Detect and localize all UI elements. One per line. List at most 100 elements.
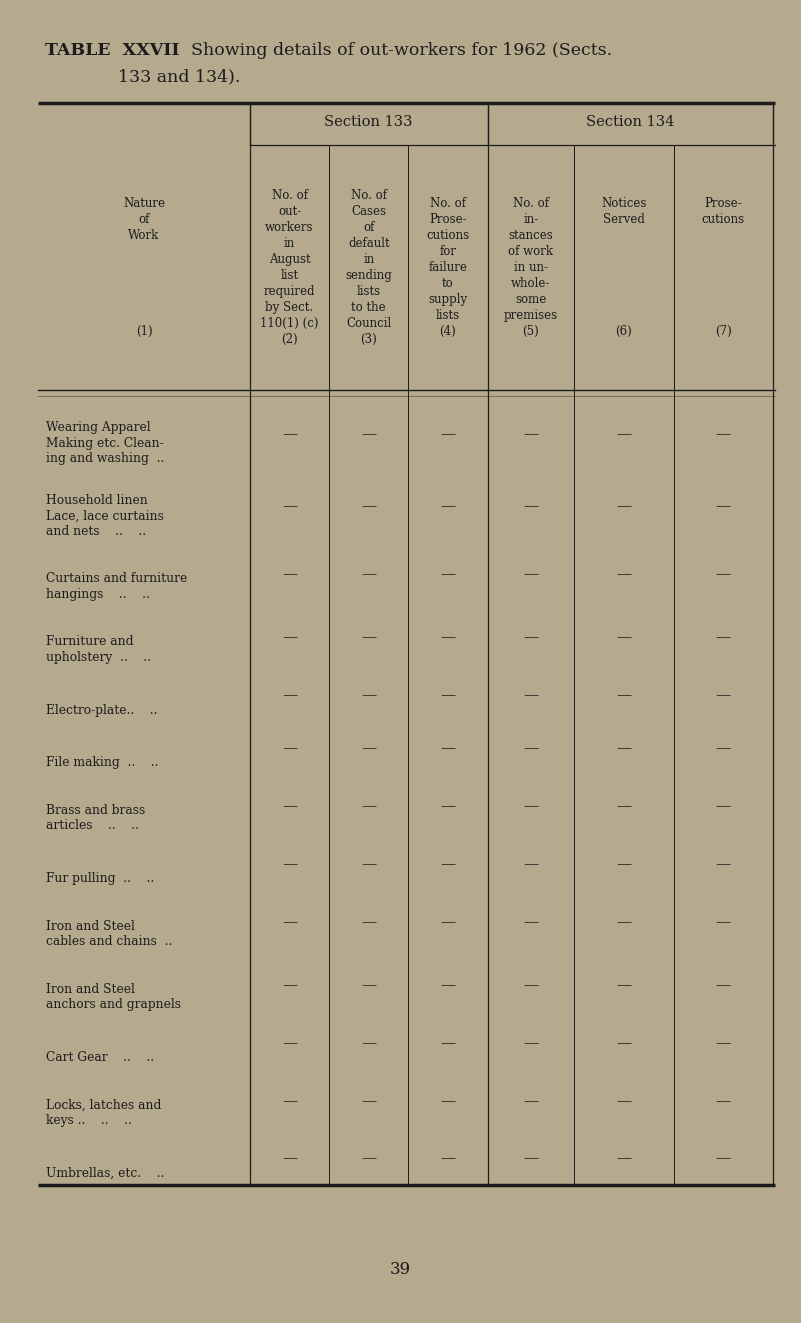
Text: —: — <box>616 741 631 755</box>
Text: —: — <box>441 568 456 581</box>
Text: Locks, latches and
keys ..    ..    ..: Locks, latches and keys .. .. .. <box>46 1098 161 1127</box>
Text: —: — <box>282 741 297 755</box>
Text: No. of
out-
workers
in
August
list
required
by Sect.
110(1) (c)
(2): No. of out- workers in August list requi… <box>260 189 319 347</box>
Text: —: — <box>282 1151 297 1166</box>
Text: —: — <box>616 1036 631 1049</box>
Text: Cart Gear    ..    ..: Cart Gear .. .. <box>46 1052 154 1064</box>
Text: —: — <box>361 688 376 703</box>
Text: —: — <box>441 799 456 812</box>
Text: —: — <box>523 630 538 644</box>
Text: No. of
Prose-
cutions
for
failure
to
supply
lists
(4): No. of Prose- cutions for failure to sup… <box>426 197 469 337</box>
Text: —: — <box>361 568 376 581</box>
Text: —: — <box>523 568 538 581</box>
Text: —: — <box>716 630 731 644</box>
Text: —: — <box>716 500 731 513</box>
Text: TABLE  XXVII: TABLE XXVII <box>45 42 179 60</box>
Text: —: — <box>282 688 297 703</box>
Text: Iron and Steel
anchors and grapnels: Iron and Steel anchors and grapnels <box>46 983 181 1011</box>
Text: —: — <box>282 630 297 644</box>
Text: —: — <box>523 1151 538 1166</box>
Text: —: — <box>716 427 731 441</box>
Text: —: — <box>616 568 631 581</box>
Text: Brass and brass
articles    ..    ..: Brass and brass articles .. .. <box>46 804 145 832</box>
Text: —: — <box>523 741 538 755</box>
Text: —: — <box>616 500 631 513</box>
Text: —: — <box>716 799 731 812</box>
Text: —: — <box>523 799 538 812</box>
Text: —: — <box>282 857 297 871</box>
Text: —: — <box>441 500 456 513</box>
Text: —: — <box>716 1151 731 1166</box>
Text: Notices
Served






(6): Notices Served (6) <box>602 197 646 337</box>
Text: —: — <box>616 688 631 703</box>
Text: 39: 39 <box>389 1262 411 1278</box>
Text: —: — <box>441 741 456 755</box>
Text: —: — <box>441 914 456 929</box>
Text: Nature
of
Work





(1): Nature of Work (1) <box>123 197 165 337</box>
Text: No. of
in-
stances
of work
in un-
whole-
some
premises
(5): No. of in- stances of work in un- whole-… <box>504 197 558 337</box>
Text: —: — <box>523 978 538 992</box>
Text: —: — <box>282 500 297 513</box>
Text: Prose-
cutions






(7): Prose- cutions (7) <box>702 197 745 337</box>
Text: —: — <box>282 799 297 812</box>
Text: —: — <box>441 688 456 703</box>
Text: —: — <box>282 1094 297 1107</box>
Text: —: — <box>716 688 731 703</box>
Text: —: — <box>523 688 538 703</box>
Text: —: — <box>282 568 297 581</box>
Text: 133 and 134).: 133 and 134). <box>118 67 240 85</box>
Text: —: — <box>361 427 376 441</box>
Text: —: — <box>441 630 456 644</box>
Text: —: — <box>716 1036 731 1049</box>
Text: —: — <box>441 427 456 441</box>
Text: Curtains and furniture
hangings    ..    ..: Curtains and furniture hangings .. .. <box>46 573 187 601</box>
Text: —: — <box>361 630 376 644</box>
Text: —: — <box>523 427 538 441</box>
Text: No. of
Cases
of
default
in
sending
lists
to the
Council
(3): No. of Cases of default in sending lists… <box>345 189 392 347</box>
Text: —: — <box>441 1036 456 1049</box>
Text: —: — <box>361 741 376 755</box>
Text: —: — <box>616 914 631 929</box>
Text: —: — <box>523 1094 538 1107</box>
Text: —: — <box>716 857 731 871</box>
Text: Electro-plate..    ..: Electro-plate.. .. <box>46 704 158 717</box>
Text: —: — <box>523 857 538 871</box>
Text: File making  ..    ..: File making .. .. <box>46 757 159 770</box>
Text: —: — <box>716 978 731 992</box>
Text: —: — <box>716 1094 731 1107</box>
Text: Fur pulling  ..    ..: Fur pulling .. .. <box>46 872 155 885</box>
Text: —: — <box>361 1151 376 1166</box>
Text: Showing details of out-workers for 1962 (Sects.: Showing details of out-workers for 1962 … <box>180 42 612 60</box>
Text: —: — <box>361 799 376 812</box>
Text: Section 133: Section 133 <box>324 115 413 130</box>
Text: —: — <box>616 978 631 992</box>
Text: Iron and Steel
cables and chains  ..: Iron and Steel cables and chains .. <box>46 919 172 949</box>
Text: —: — <box>523 500 538 513</box>
Text: Umbrellas, etc.    ..: Umbrellas, etc. .. <box>46 1167 164 1180</box>
Text: —: — <box>616 630 631 644</box>
Text: —: — <box>361 978 376 992</box>
Text: —: — <box>716 741 731 755</box>
Text: —: — <box>282 427 297 441</box>
Text: —: — <box>716 568 731 581</box>
Text: Section 134: Section 134 <box>586 115 674 130</box>
Text: —: — <box>523 914 538 929</box>
Text: —: — <box>282 914 297 929</box>
Text: —: — <box>523 1036 538 1049</box>
Text: —: — <box>616 1094 631 1107</box>
Text: Household linen
Lace, lace curtains
and nets    ..    ..: Household linen Lace, lace curtains and … <box>46 493 164 537</box>
Text: —: — <box>441 978 456 992</box>
Text: —: — <box>616 799 631 812</box>
Text: —: — <box>441 1094 456 1107</box>
Text: Furniture and
upholstery  ..    ..: Furniture and upholstery .. .. <box>46 635 151 664</box>
Text: —: — <box>616 1151 631 1166</box>
Text: Wearing Apparel
Making etc. Clean-
ing and washing  ..: Wearing Apparel Making etc. Clean- ing a… <box>46 422 164 466</box>
Text: —: — <box>361 1094 376 1107</box>
Text: —: — <box>441 857 456 871</box>
Text: —: — <box>616 857 631 871</box>
Text: —: — <box>361 1036 376 1049</box>
Text: —: — <box>441 1151 456 1166</box>
Text: —: — <box>282 1036 297 1049</box>
Text: —: — <box>616 427 631 441</box>
Text: —: — <box>716 914 731 929</box>
